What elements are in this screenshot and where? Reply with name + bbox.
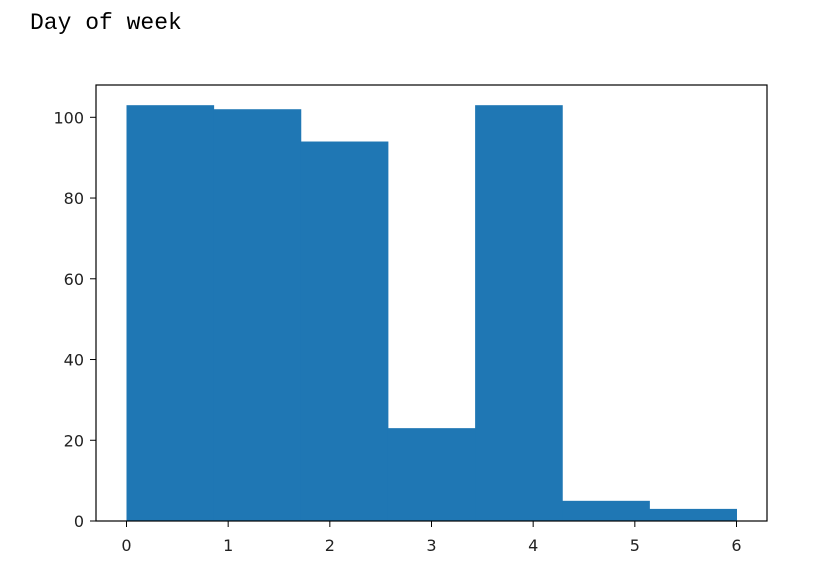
histogram-bar bbox=[213, 109, 302, 521]
y-tick-label: 80 bbox=[64, 189, 84, 208]
x-tick-label: 6 bbox=[731, 536, 741, 555]
histogram-bar bbox=[475, 105, 563, 522]
x-tick-label: 4 bbox=[528, 536, 538, 555]
x-tick-label: 1 bbox=[223, 536, 233, 555]
page-title: Day of week bbox=[30, 10, 182, 36]
x-tick-label: 2 bbox=[325, 536, 335, 555]
y-tick-label: 60 bbox=[64, 270, 84, 289]
y-tick-label: 100 bbox=[53, 108, 84, 127]
x-tick-label: 0 bbox=[121, 536, 131, 555]
histogram-bar bbox=[649, 508, 737, 521]
x-tick-label: 5 bbox=[630, 536, 640, 555]
histogram-bar bbox=[562, 500, 650, 521]
y-tick-label: 20 bbox=[64, 431, 84, 450]
histogram-bar bbox=[300, 141, 389, 521]
y-tick-label: 40 bbox=[64, 351, 84, 370]
x-tick-label: 3 bbox=[426, 536, 436, 555]
y-tick-label: 0 bbox=[74, 512, 84, 531]
histogram-bars bbox=[126, 105, 737, 522]
x-axis: 0 1 2 3 4 5 6 bbox=[121, 521, 742, 555]
histogram-bar bbox=[126, 105, 215, 522]
histogram-bar bbox=[387, 428, 476, 521]
y-axis: 0 20 40 60 80 100 bbox=[53, 108, 96, 531]
